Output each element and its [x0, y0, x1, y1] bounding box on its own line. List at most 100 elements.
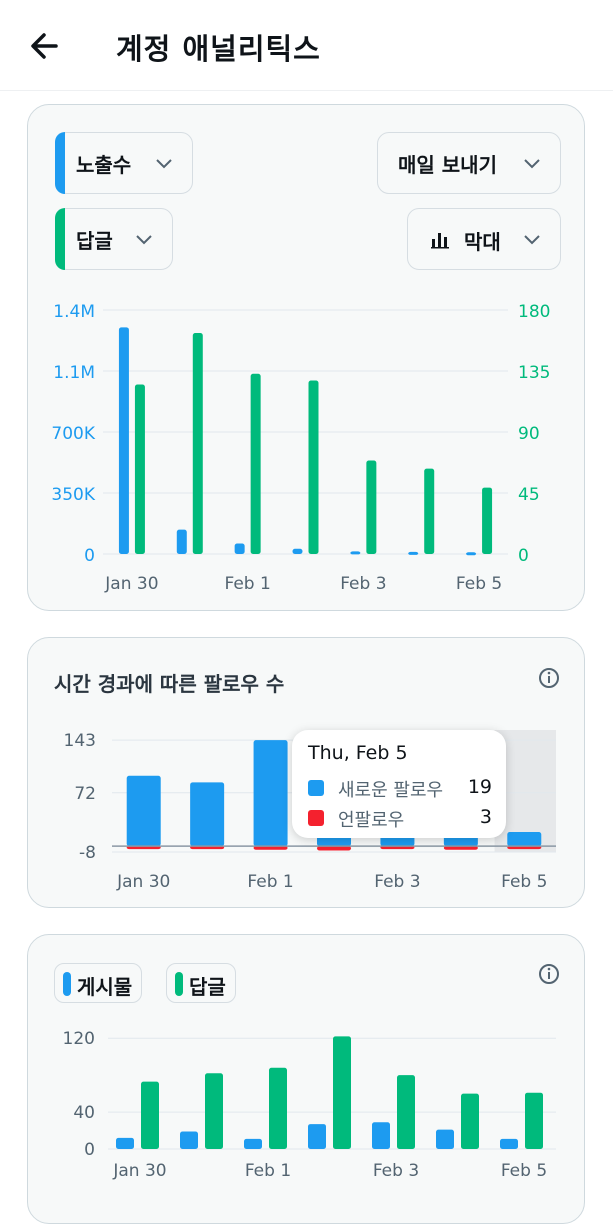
bar-impressions: [292, 548, 303, 554]
bar-new-follows: [253, 740, 288, 847]
bar-posts: [180, 1131, 198, 1149]
bar-replies: [461, 1093, 479, 1149]
info-icon[interactable]: [537, 666, 561, 690]
y-left-tick-label: 1.1M: [53, 363, 95, 383]
bar-posts: [500, 1138, 518, 1149]
legend-swatch: [308, 810, 324, 826]
metric1-color-bar: [55, 132, 65, 194]
bar-replies: [192, 333, 203, 554]
legend-label: 답글: [189, 975, 226, 999]
y-left-tick-label: 0: [84, 546, 95, 566]
x-tick-label: Jan 30: [112, 1161, 166, 1181]
y-tick-label: 143: [64, 731, 96, 751]
bar-posts: [436, 1129, 454, 1149]
bar-replies: [333, 1036, 351, 1149]
tooltip-label: 언팔로우: [338, 810, 405, 831]
bar-replies: [366, 460, 377, 554]
bar-posts: [372, 1122, 390, 1149]
x-tick-label: Feb 1: [245, 1161, 291, 1181]
impressions-replies-chart: 0 350K 700K 1.1M 1.4M 0 45 90 135 180 Jan 30 Feb 1 F…: [51, 302, 550, 594]
y-right-tick-label: 45: [518, 485, 540, 505]
tooltip-date: Thu, Feb 5: [308, 742, 408, 764]
bar-replies: [525, 1092, 543, 1149]
tooltip-label: 새로운 팔로우: [338, 780, 444, 801]
y-tick-label: 120: [63, 1029, 95, 1049]
y-right-tick-label: 135: [518, 363, 550, 383]
y-tick-label: -8: [79, 843, 96, 863]
bar-replies: [250, 373, 261, 554]
legend-replies[interactable]: 답글: [166, 963, 236, 1003]
bar-replies: [269, 1067, 287, 1149]
bar-replies: [397, 1075, 415, 1149]
chevron-down-icon: [524, 235, 540, 245]
bar-impressions: [350, 551, 361, 555]
x-tick-label: Feb 5: [456, 574, 502, 594]
y-tick-label: 72: [74, 784, 96, 804]
bar-replies: [424, 468, 435, 554]
y-tick-label: 0: [84, 1140, 95, 1160]
bar-impressions: [408, 551, 419, 555]
frequency-label: 매일 보내기: [398, 152, 497, 177]
y-right-tick-label: 0: [518, 546, 529, 566]
impressions-replies-card: 노출수 매일 보내기 답글 막대 0 350K 700K 1.1M 1.4M 0 45 90 1…: [27, 104, 585, 611]
metric2-dropdown[interactable]: 답글: [55, 208, 173, 270]
x-tick-label: Feb 1: [247, 872, 293, 892]
bar-posts: [308, 1124, 326, 1149]
bar-replies: [205, 1073, 223, 1149]
x-tick-label: Feb 3: [340, 574, 386, 594]
x-tick-label: Feb 1: [224, 574, 270, 594]
chevron-down-icon: [136, 235, 152, 245]
bar-impressions: [466, 552, 477, 556]
chart-type-label: 막대: [464, 230, 501, 254]
back-arrow-icon[interactable]: [26, 26, 66, 66]
chart-type-dropdown[interactable]: 막대: [407, 208, 561, 270]
bar-unfollows: [253, 846, 288, 850]
x-tick-label: Feb 5: [501, 1161, 547, 1181]
chart-tooltip: Thu, Feb 5 새로운 팔로우 19 언팔로우 3: [292, 730, 506, 838]
legend-swatch: [308, 780, 324, 796]
y-left-tick-label: 1.4M: [53, 302, 95, 322]
metric1-label: 노출수: [76, 152, 132, 177]
posts-replies-card: 게시물 답글 0 40 120 Jan 30 Feb 1 Feb 3 Feb 5: [27, 934, 585, 1224]
metric2-color-bar: [55, 208, 65, 270]
legend-swatch: [175, 972, 183, 996]
metric2-label: 답글: [76, 228, 113, 253]
y-right-tick-label: 90: [518, 424, 540, 444]
tooltip-value: 19: [467, 776, 492, 798]
bar-new-follows: [507, 832, 542, 847]
follows-card-title: 시간 경과에 따른 팔로우 수: [54, 672, 285, 696]
metric1-dropdown[interactable]: 노출수: [55, 132, 193, 194]
y-left-tick-label: 700K: [51, 424, 95, 444]
legend-swatch: [63, 972, 71, 996]
y-right-tick-label: 180: [518, 302, 550, 322]
posts-replies-chart: 0 40 120 Jan 30 Feb 1 Feb 3 Feb 5: [63, 1029, 556, 1181]
bar-unfollows: [317, 846, 351, 851]
chevron-down-icon: [156, 159, 172, 169]
x-tick-label: Feb 3: [373, 1161, 419, 1181]
info-icon[interactable]: [537, 962, 561, 986]
y-tick-label: 40: [73, 1103, 95, 1123]
bar-new-follows: [126, 775, 161, 847]
legend-posts[interactable]: 게시물: [54, 963, 142, 1003]
chevron-down-icon: [524, 159, 540, 169]
app-header: 계정 애널리틱스: [0, 0, 613, 91]
bar-replies: [141, 1081, 159, 1149]
legend-label: 게시물: [77, 975, 133, 999]
x-tick-label: Feb 5: [501, 872, 547, 892]
page-title: 계정 애널리틱스: [116, 32, 321, 66]
bar-replies: [308, 380, 319, 554]
frequency-dropdown[interactable]: 매일 보내기: [377, 132, 561, 194]
y-left-tick-label: 350K: [51, 485, 95, 505]
bar-replies: [482, 487, 493, 554]
tooltip-row-unfollows: 언팔로우 3: [308, 806, 492, 832]
bar-new-follows: [190, 782, 225, 847]
x-tick-label: Jan 30: [116, 872, 170, 892]
x-tick-label: Feb 3: [374, 872, 420, 892]
x-tick-label: Jan 30: [104, 574, 158, 594]
tooltip-value: 3: [479, 806, 492, 828]
bar-replies: [134, 384, 145, 554]
bar-chart-icon: [431, 233, 449, 249]
bar-unfollows: [443, 846, 478, 850]
bar-posts: [244, 1138, 262, 1149]
tooltip-row-new-follows: 새로운 팔로우 19: [308, 776, 492, 802]
